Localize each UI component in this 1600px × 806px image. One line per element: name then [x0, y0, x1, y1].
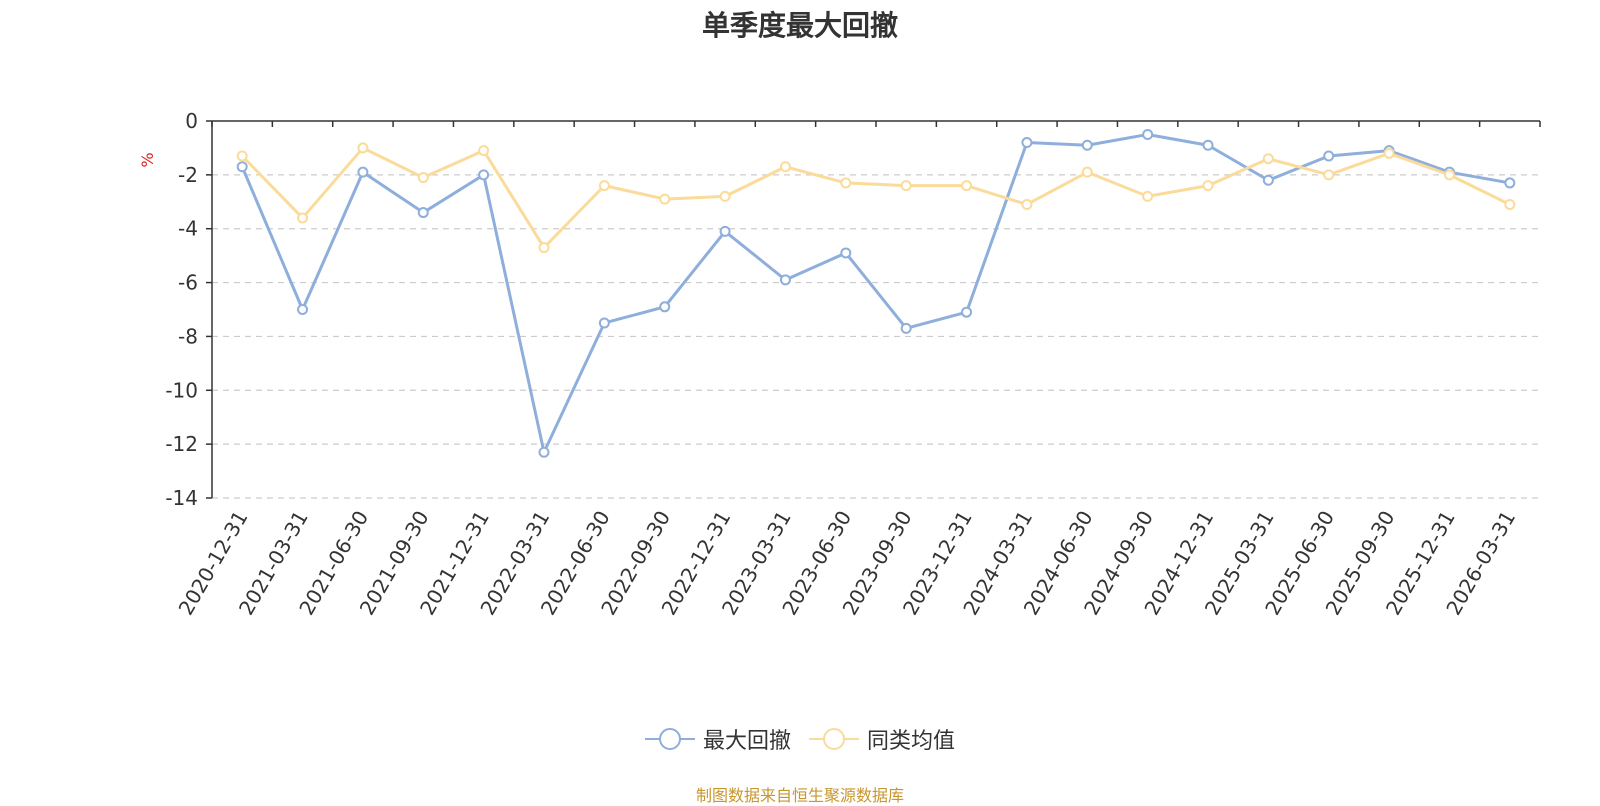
data-point: [538, 242, 550, 254]
data-point: [538, 446, 550, 458]
y-tick-label: -4: [178, 217, 198, 241]
data-point: [659, 193, 671, 205]
data-point: [719, 190, 731, 202]
legend-item-peer-average[interactable]: 同类均值: [809, 723, 955, 755]
data-point: [297, 212, 309, 224]
data-point: [417, 172, 429, 184]
data-point: [1323, 150, 1335, 162]
data-point: [236, 161, 248, 173]
data-point: [1081, 166, 1093, 178]
data-point: [961, 306, 973, 318]
y-tick-label: -6: [178, 271, 198, 295]
y-tick-label: -12: [165, 432, 198, 456]
data-point: [357, 142, 369, 154]
data-point: [840, 177, 852, 189]
legend-item-drawdown[interactable]: 最大回撤: [644, 723, 791, 755]
y-axis-label: %: [138, 152, 157, 167]
data-point: [659, 301, 671, 313]
y-tick-label: -14: [165, 486, 198, 510]
legend-line-circle-icon: [644, 728, 695, 750]
data-point: [840, 247, 852, 259]
data-point: [357, 166, 369, 178]
y-tick-label: -10: [165, 378, 198, 402]
y-tick-label: -2: [178, 163, 198, 187]
data-point: [719, 225, 731, 237]
legend-line-circle-icon: [809, 728, 859, 750]
data-point: [1202, 139, 1214, 151]
legend-label-drawdown: 最大回撤: [702, 729, 791, 754]
data-point: [1383, 147, 1395, 159]
legend: 最大回撤 同类均值: [0, 723, 1600, 755]
data-point: [478, 145, 490, 157]
data-point: [297, 304, 309, 315]
grid-lines: [212, 174, 1540, 499]
data-point: [1142, 190, 1154, 202]
data-point: [900, 180, 912, 192]
data-point: [1443, 169, 1455, 181]
y-tick-label: -8: [178, 324, 198, 348]
data-point: [961, 180, 973, 192]
chart-title: 单季度最大回撤: [701, 9, 898, 42]
data-point: [598, 317, 610, 329]
series-line-1: [241, 146, 1511, 250]
series-lines: [236, 128, 1516, 458]
data-point: [1262, 174, 1274, 186]
data-point: [1021, 137, 1033, 149]
data-point: [1142, 128, 1154, 140]
data-point: [1081, 139, 1093, 151]
data-point: [1323, 169, 1335, 181]
data-point: [417, 207, 429, 219]
data-point: [236, 150, 248, 162]
data-point: [1504, 198, 1516, 210]
data-point: [1202, 180, 1214, 192]
y-tick-label: 0: [185, 109, 198, 133]
data-point: [900, 322, 912, 334]
legend-label-peer-average: 同类均值: [867, 729, 956, 754]
data-point: [1504, 177, 1516, 189]
data-point: [779, 161, 791, 173]
series-line-0: [240, 132, 1511, 454]
data-point: [478, 169, 490, 181]
axes: 0-2-4-6-8-10-12-142020-12-312021-03-3120…: [165, 109, 1541, 619]
data-point: [779, 274, 791, 286]
source-note: 制图数据来自恒生聚源数据库: [695, 786, 904, 805]
data-point: [1021, 198, 1033, 210]
data-point: [598, 180, 610, 192]
data-point: [1262, 153, 1274, 165]
